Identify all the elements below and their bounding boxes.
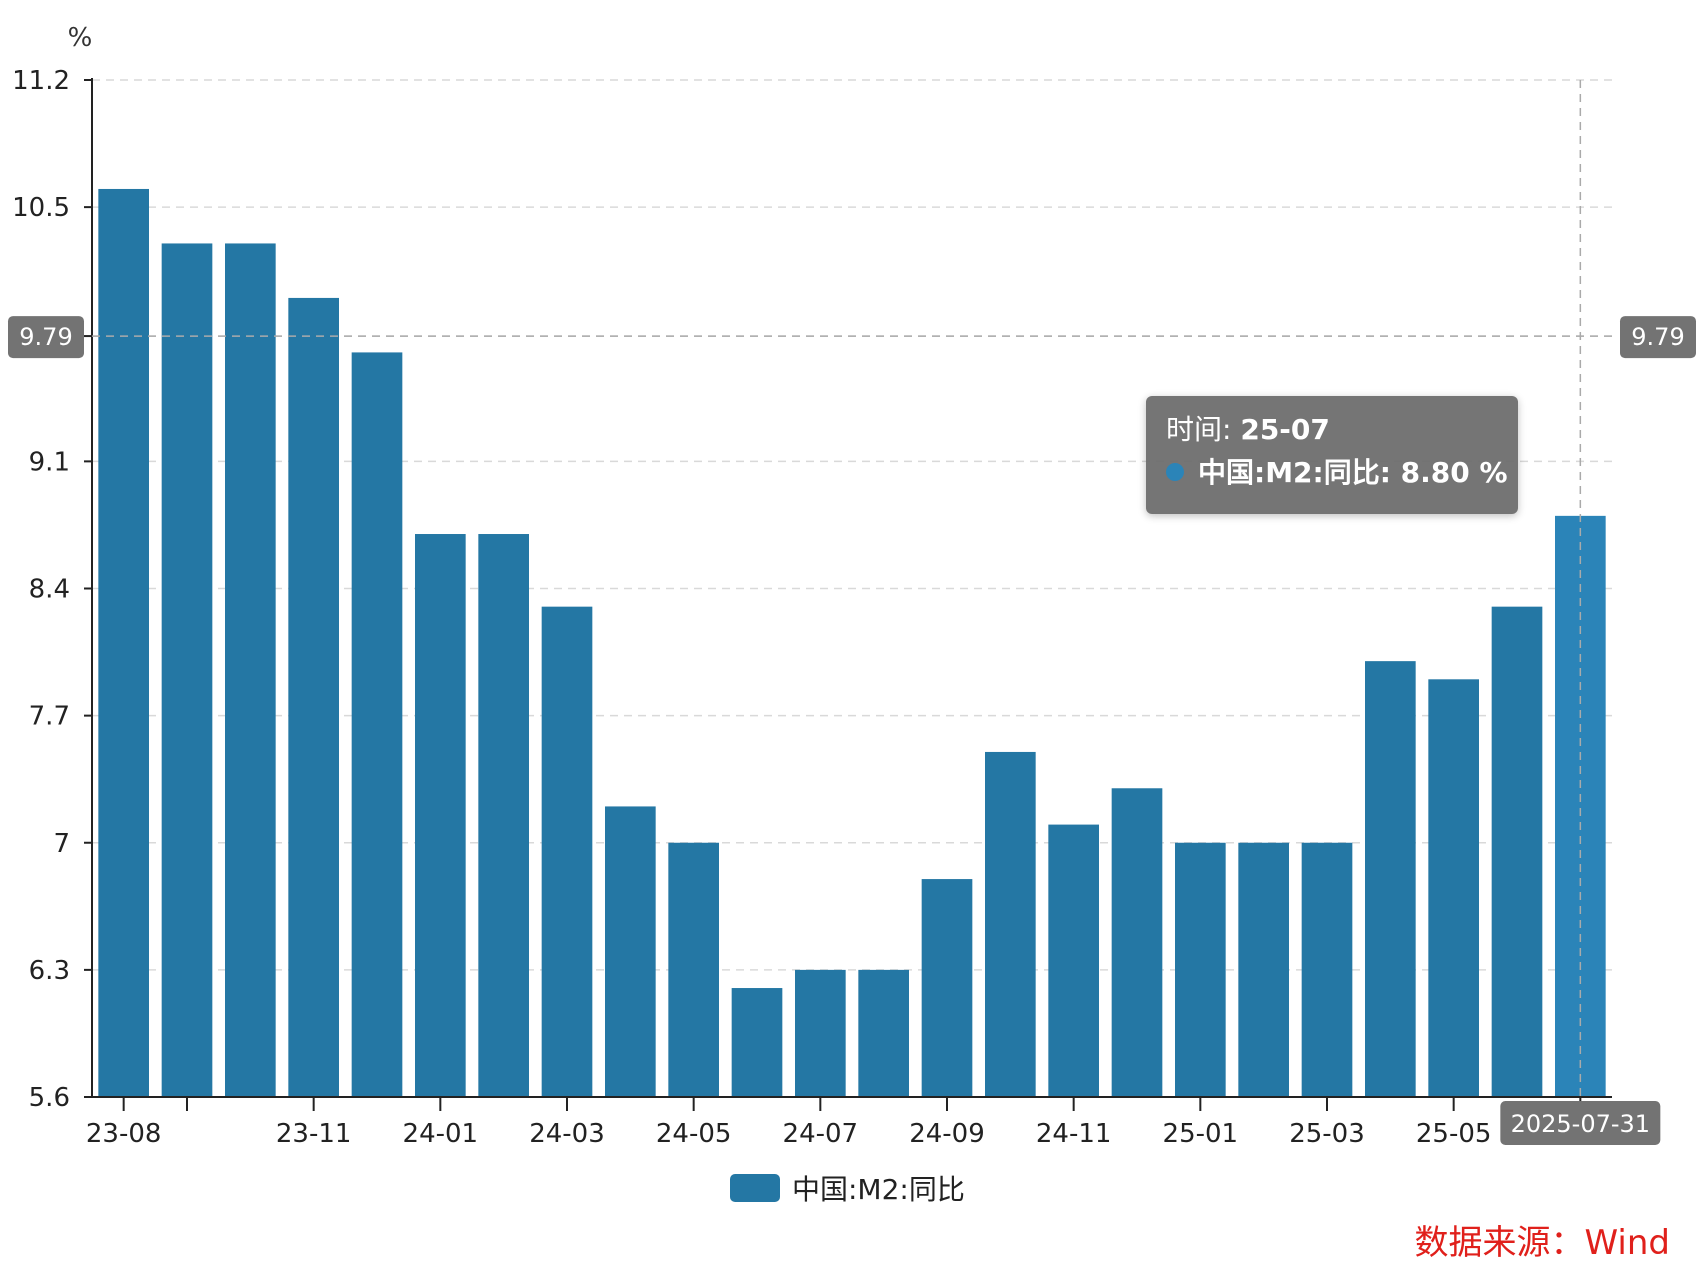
y-tick-label: 9.1 (29, 447, 70, 477)
tooltip-series-row: 中国:M2:同比: 8.80 % (1166, 450, 1508, 496)
badge-value: 9.79 (19, 323, 72, 351)
badge-bg (1620, 316, 1696, 359)
bar (351, 352, 403, 1097)
bar (1301, 842, 1353, 1097)
x-tick-label: 24-11 (1036, 1119, 1112, 1149)
legend-label: 中国:M2:同比 (792, 1173, 965, 1206)
bar (731, 988, 783, 1097)
tooltip-time-label: 时间: (1166, 413, 1241, 446)
bar (1238, 842, 1289, 1097)
x-tick-label: 24-01 (403, 1119, 479, 1149)
badge-value: 9.79 (1631, 323, 1684, 351)
tooltip-time-row: 时间: 25-07 (1166, 410, 1498, 450)
bar (605, 806, 656, 1097)
data-source-note: 数据来源：Wind (1414, 1223, 1670, 1263)
bar (985, 751, 1036, 1097)
crosshair-x-badge: 2025-07-31 (1500, 1101, 1661, 1145)
x-tick-label: 25-01 (1163, 1119, 1239, 1149)
y-tick-label: 11.2 (12, 66, 70, 96)
bar (288, 297, 339, 1097)
bar (668, 842, 719, 1097)
x-tick-label: 24-03 (529, 1119, 605, 1149)
bar (921, 879, 973, 1097)
badge-bg (8, 316, 84, 359)
x-tick-label: 24-05 (656, 1119, 732, 1149)
bar (98, 188, 149, 1097)
y-tick-label: 7 (53, 829, 70, 859)
bar (541, 606, 593, 1097)
legend[interactable]: 中国:M2:同比 (730, 1168, 965, 1208)
y-tick-label: 6.3 (29, 956, 70, 986)
y-tick-label: 5.6 (29, 1083, 70, 1113)
x-tick-label: 25-05 (1416, 1119, 1492, 1149)
tooltip-time-value: 25-07 (1240, 413, 1330, 446)
bar (1111, 788, 1163, 1097)
x-tick-label: 23-08 (86, 1119, 162, 1149)
bar (415, 534, 466, 1097)
bar (1048, 824, 1099, 1097)
x-tick-label: 25-03 (1289, 1119, 1365, 1149)
bar (478, 534, 529, 1097)
badge-value: 2025-07-31 (1511, 1110, 1650, 1138)
bar (161, 243, 213, 1098)
legend-swatch-icon (730, 1174, 780, 1202)
data-tooltip: 时间: 25-07 中国:M2:同比: 8.80 % (1146, 396, 1518, 514)
bar (1491, 606, 1543, 1097)
bar (1175, 842, 1226, 1097)
y-tick-label: 7.7 (29, 702, 70, 732)
y-tick-label: 10.5 (12, 193, 70, 223)
bar (795, 969, 846, 1097)
y-tick-label: 8.4 (29, 575, 70, 605)
bar (1428, 679, 1479, 1097)
tooltip-series-text: 中国:M2:同比: 8.80 % (1198, 456, 1508, 489)
x-tick-label: 24-07 (783, 1119, 859, 1149)
badge-bg (1500, 1101, 1661, 1145)
x-tick-label: 24-09 (909, 1119, 985, 1149)
bar (225, 243, 276, 1098)
series-dot-icon (1166, 463, 1184, 481)
x-tick-label: 23-11 (276, 1119, 352, 1149)
y-unit-label: % (68, 23, 93, 53)
bar (858, 969, 909, 1097)
bar (1365, 661, 1416, 1097)
crosshair-y-badge-left: 9.79 (8, 316, 84, 359)
crosshair-y-badge-right: 9.79 (1620, 316, 1696, 359)
